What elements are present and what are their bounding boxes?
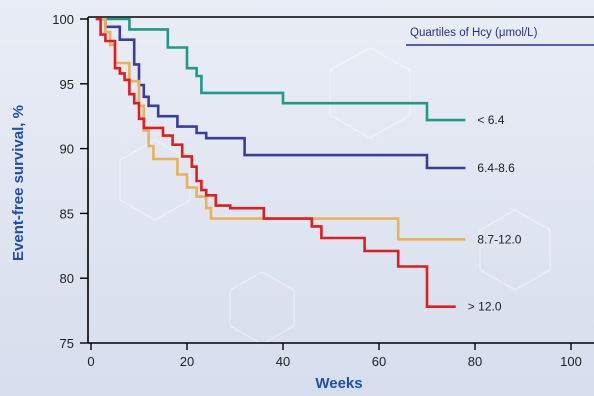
hexagon-decoration xyxy=(479,209,551,291)
x-tick-label: 100 xyxy=(560,354,582,369)
series-line xyxy=(95,17,466,170)
y-tick-label: 85 xyxy=(60,206,74,221)
hexagon-decoration xyxy=(329,47,411,139)
y-axis-title: Event-free survival, % xyxy=(10,105,27,261)
series-labels: < 6.4 6.4-8.6 8.7-12.0 > 12.0 xyxy=(468,113,522,314)
x-ticks: 0 20 40 60 80 100 xyxy=(87,343,582,369)
x-axis-title: Weeks xyxy=(315,375,362,392)
hexagon-decoration xyxy=(119,139,191,221)
x-tick-label: 0 xyxy=(87,354,94,369)
background-decoration xyxy=(119,47,551,345)
plot-frame xyxy=(87,16,594,344)
x-tick-label: 60 xyxy=(372,354,386,369)
series-label: < 6.4 xyxy=(477,113,504,127)
y-tick-label: 100 xyxy=(52,12,74,27)
series-label: 8.7-12.0 xyxy=(477,232,521,246)
x-tick-label: 20 xyxy=(180,354,194,369)
series-line xyxy=(95,17,466,122)
series-label: > 12.0 xyxy=(468,300,502,314)
y-tick-label: 80 xyxy=(60,271,74,286)
x-tick-label: 80 xyxy=(468,354,482,369)
series-label: 6.4-8.6 xyxy=(477,161,515,175)
x-tick-label: 40 xyxy=(276,354,290,369)
y-ticks: 75 80 85 90 95 100 xyxy=(52,12,88,351)
y-tick-label: 75 xyxy=(60,336,74,351)
series-layer xyxy=(95,17,466,308)
legend-title: Quartiles of Hcy (μmol/L) xyxy=(410,27,538,39)
series-line xyxy=(95,17,456,308)
y-tick-label: 95 xyxy=(60,77,74,92)
y-tick-label: 90 xyxy=(60,142,74,157)
hexagon-decoration xyxy=(229,271,295,345)
